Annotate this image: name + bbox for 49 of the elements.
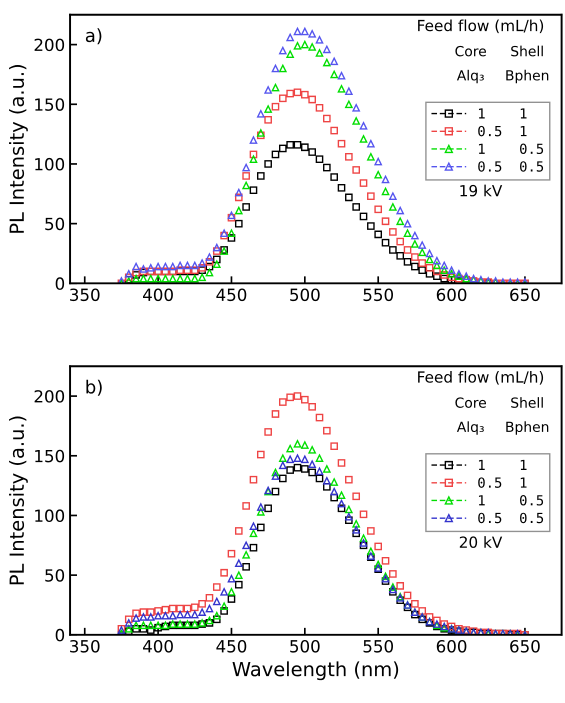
legend-label: 0.5 1 (478, 477, 527, 488)
legend-label: 0.5 0.5 (478, 512, 544, 524)
x-tick-label: 500 (290, 640, 320, 653)
legend-label: 1 1 (478, 460, 527, 470)
annotation: Bphen (506, 70, 548, 84)
x-tick-label: 600 (436, 640, 466, 653)
y-axis-title: PL Intensity (a.u.) (9, 65, 28, 233)
annotation: 19 kV (460, 184, 502, 196)
y-tick-label: 150 (35, 450, 64, 462)
annotation: Shell (511, 397, 543, 408)
text: a) (86, 28, 102, 44)
legend-title: Feed flow (mL/h) (418, 19, 544, 34)
legend-label: 0.5 1 (478, 126, 527, 136)
x-tick-label: 450 (216, 288, 246, 302)
annotation: Shell (511, 46, 543, 56)
x-tick-label: 400 (143, 640, 173, 653)
legend-label: 1 0.5 (478, 144, 544, 154)
x-tick-label: 500 (290, 288, 320, 302)
annotation: Alq₃ (456, 70, 484, 84)
legend-label: 1 1 (478, 108, 527, 118)
annotation: Bphen (506, 421, 548, 435)
x-tick-label: 550 (364, 640, 393, 653)
y-tick-label: 50 (45, 218, 64, 230)
x-tick-label: 600 (436, 288, 466, 302)
x-tick-label: 350 (70, 288, 100, 302)
y-tick-label: 200 (34, 38, 64, 52)
y-tick-label: 0 (56, 277, 64, 290)
x-tick-label: 650 (510, 640, 540, 653)
x-tick-label: 450 (216, 640, 246, 653)
y-tick-label: 100 (35, 158, 64, 171)
annotation: Alq₃ (456, 421, 484, 435)
y-tick-label: 50 (45, 569, 64, 582)
x-tick-label: 400 (143, 288, 173, 302)
annotation: 20 kV (460, 536, 502, 548)
x-tick-label: 650 (510, 288, 540, 302)
text: b) (86, 380, 102, 396)
x-axis-title: Wavelength (nm) (232, 661, 398, 680)
y-tick-label: 150 (35, 98, 64, 111)
legend-label: 1 0.5 (478, 495, 544, 506)
annotation: Core (455, 397, 486, 408)
legend-label: 0.5 0.5 (478, 161, 544, 172)
legend-title: Feed flow (mL/h) (418, 370, 544, 385)
x-tick-label: 350 (70, 640, 100, 653)
x-tick-label: 550 (364, 288, 393, 302)
y-tick-label: 100 (35, 509, 64, 522)
y-axis-title: PL Intensity (a.u.) (9, 416, 28, 584)
y-tick-label: 200 (34, 390, 64, 403)
annotation: Core (455, 46, 486, 56)
y-tick-label: 0 (56, 628, 64, 642)
